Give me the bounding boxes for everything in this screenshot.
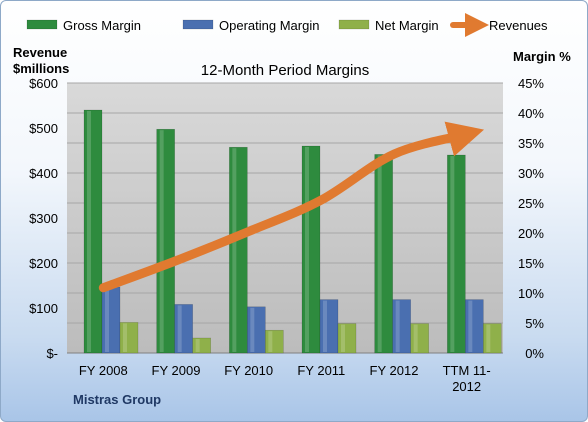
bar-highlight xyxy=(468,300,473,352)
right-tick-label: 40% xyxy=(518,106,544,121)
net-margin-bar xyxy=(119,322,139,354)
bar-highlight xyxy=(486,324,491,352)
legend-operating-margin-label: Operating Margin xyxy=(219,18,319,33)
x-axis: FY 2008 FY 2009 FY 2010 FY 2011 FY 2012 TTM 1… xyxy=(79,363,491,394)
bar-highlight xyxy=(450,156,455,352)
left-axis-title-line2: $millions xyxy=(13,61,69,76)
gross-margin-bar xyxy=(229,146,248,354)
right-tick-label: 15% xyxy=(518,256,544,271)
bar-highlight xyxy=(341,324,345,352)
revenue-point xyxy=(466,133,468,135)
operating-margin-bar xyxy=(247,306,266,354)
right-tick-label: 0% xyxy=(525,346,544,361)
chart-title: 12-Month Period Margins xyxy=(201,62,369,79)
x-tick-label: FY 2008 xyxy=(79,363,128,378)
bar-highlight xyxy=(413,324,418,352)
bar-highlight xyxy=(87,111,91,352)
net-margin-bar xyxy=(483,323,502,354)
bar-highlight xyxy=(305,147,309,352)
x-tick-label: FY 2009 xyxy=(152,363,201,378)
left-tick-label: $300 xyxy=(29,211,58,226)
x-tick-label: TTM 11- xyxy=(443,363,491,378)
bar-highlight xyxy=(123,323,127,352)
right-tick-label: 5% xyxy=(525,316,544,331)
net-margin-bar xyxy=(192,337,211,354)
left-axis-title-line1: Revenue xyxy=(13,45,67,60)
bar-highlight xyxy=(268,331,273,352)
bar-highlight xyxy=(377,155,382,352)
legend-net-margin-label: Net Margin xyxy=(375,18,439,33)
legend-net-margin-swatch xyxy=(338,19,370,30)
left-tick-label: $100 xyxy=(29,301,58,316)
company-name: Mistras Group xyxy=(73,392,161,407)
right-tick-label: 35% xyxy=(518,136,544,151)
bar-highlight xyxy=(395,300,400,352)
left-tick-label: $200 xyxy=(29,256,58,271)
x-tick-label: 2012 xyxy=(452,379,481,394)
operating-margin-bar xyxy=(465,299,484,354)
operating-margin-bar xyxy=(101,286,121,354)
left-tick-label: $400 xyxy=(29,166,58,181)
bar-highlight xyxy=(250,307,255,352)
legend: Gross Margin Operating Margin Net Margin Re… xyxy=(26,13,548,37)
bar-highlight xyxy=(177,305,182,352)
legend-gross-margin-label: Gross Margin xyxy=(63,18,141,33)
revenue-point xyxy=(393,153,395,155)
bar-highlight xyxy=(195,339,200,352)
revenue-point xyxy=(248,231,250,232)
legend-operating-margin-swatch xyxy=(182,19,214,30)
x-tick-label: FY 2010 xyxy=(224,363,273,378)
legend-revenues-label: Revenues xyxy=(489,18,548,33)
left-tick-label: $- xyxy=(46,346,58,361)
right-tick-label: 25% xyxy=(518,196,544,211)
bar-highlight xyxy=(232,148,237,352)
revenue-series xyxy=(98,121,485,293)
revenue-point xyxy=(102,287,104,289)
net-margin-bar xyxy=(410,323,429,354)
left-tick-label: $600 xyxy=(29,76,58,91)
right-tick-label: 20% xyxy=(518,226,544,241)
right-axis-title: Margin % xyxy=(513,49,571,64)
gridlines xyxy=(67,82,503,354)
revenue-point xyxy=(175,260,177,262)
bar-highlight xyxy=(159,130,164,352)
right-axis: 0% 5% 10% 15% 20% 25% 30% 35% 40% 45% xyxy=(518,76,544,361)
gross-margin-bar xyxy=(447,154,466,354)
net-margin-bar xyxy=(265,329,284,354)
x-tick-label: FY 2012 xyxy=(370,363,419,378)
left-axis: $- $100 $200 $300 $400 $500 $600 xyxy=(29,76,58,361)
gross-margin-bar xyxy=(374,154,393,354)
revenue-point xyxy=(320,199,322,201)
legend-gross-margin-swatch xyxy=(26,19,58,30)
bar-highlight xyxy=(105,288,109,352)
revenue-line xyxy=(98,121,485,293)
gross-margin-bar xyxy=(83,109,103,354)
gross-margin-bar xyxy=(156,128,175,354)
operating-margin-bar xyxy=(392,299,411,354)
bar-highlight xyxy=(323,300,327,352)
bars xyxy=(83,109,502,354)
operating-margin-bar xyxy=(319,299,339,354)
right-tick-label: 10% xyxy=(518,286,544,301)
net-margin-bar xyxy=(337,323,357,354)
left-tick-label: $500 xyxy=(29,121,58,136)
right-tick-label: 30% xyxy=(518,166,544,181)
operating-margin-bar xyxy=(174,304,193,354)
right-tick-label: 45% xyxy=(518,76,544,91)
gross-margin-bar xyxy=(301,145,321,354)
x-tick-label: FY 2011 xyxy=(297,363,345,378)
